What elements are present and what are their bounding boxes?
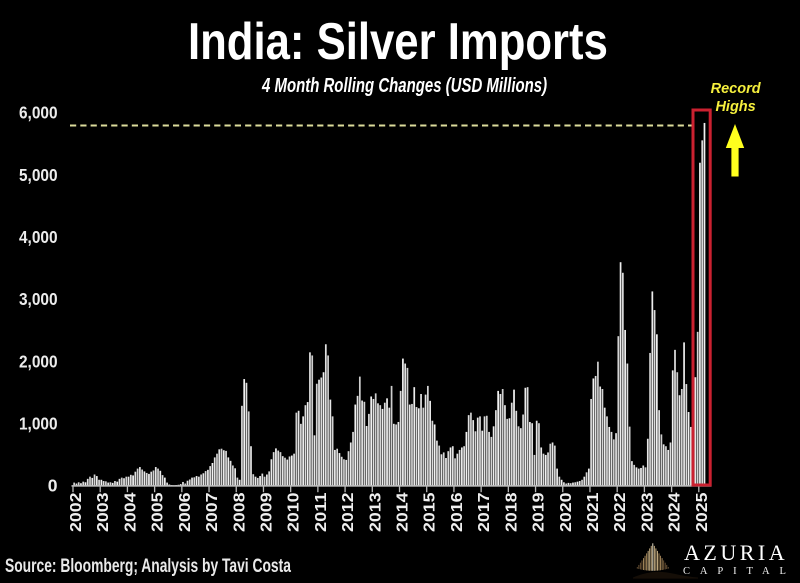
svg-text:4,000: 4,000: [19, 227, 58, 247]
svg-text:2018: 2018: [503, 492, 520, 532]
svg-text:0: 0: [48, 476, 58, 496]
svg-text:2022: 2022: [612, 493, 629, 533]
svg-text:2012: 2012: [340, 493, 357, 533]
svg-text:3,000: 3,000: [19, 289, 58, 309]
svg-text:2004: 2004: [122, 492, 139, 532]
svg-text:2003: 2003: [95, 493, 112, 533]
svg-text:2023: 2023: [639, 493, 656, 533]
svg-text:2006: 2006: [177, 493, 194, 533]
svg-text:2021: 2021: [585, 492, 602, 532]
svg-text:1,000: 1,000: [19, 414, 58, 434]
svg-text:2015: 2015: [422, 492, 439, 532]
svg-text:2019: 2019: [531, 493, 548, 533]
svg-text:2007: 2007: [204, 493, 221, 533]
svg-text:2020: 2020: [558, 493, 575, 533]
svg-text:2005: 2005: [150, 492, 167, 532]
svg-text:2013: 2013: [367, 493, 384, 533]
svg-text:2008: 2008: [231, 492, 248, 532]
svg-text:2002: 2002: [68, 493, 85, 533]
svg-text:5,000: 5,000: [19, 165, 58, 185]
svg-text:6,000: 6,000: [19, 103, 58, 123]
svg-text:2011: 2011: [313, 492, 330, 532]
svg-text:2010: 2010: [286, 493, 303, 533]
svg-text:2014: 2014: [395, 492, 412, 532]
svg-text:2017: 2017: [476, 493, 493, 533]
svg-text:2,000: 2,000: [19, 351, 58, 371]
svg-text:2009: 2009: [258, 493, 275, 533]
svg-text:2025: 2025: [694, 492, 711, 532]
svg-text:2024: 2024: [667, 492, 684, 532]
svg-text:2016: 2016: [449, 493, 466, 533]
